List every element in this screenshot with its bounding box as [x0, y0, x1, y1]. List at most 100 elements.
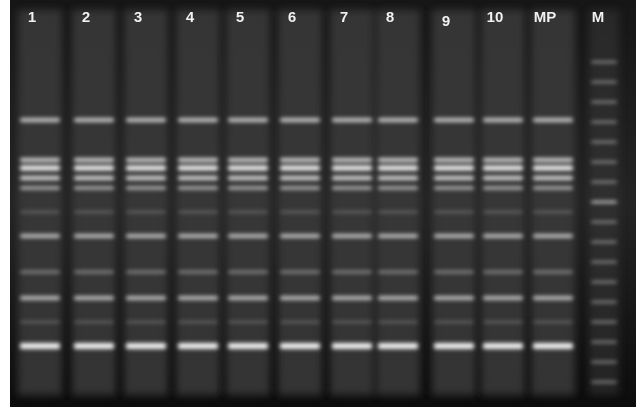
band — [228, 321, 268, 323]
band — [483, 343, 523, 349]
band — [332, 296, 372, 300]
lane-smear — [124, 10, 168, 395]
band — [591, 221, 617, 223]
band — [20, 321, 60, 323]
band — [483, 186, 523, 190]
band — [74, 270, 114, 274]
band — [434, 118, 474, 122]
band — [126, 165, 166, 171]
lane-smear — [278, 10, 322, 395]
lane-label: 6 — [288, 9, 296, 26]
band — [591, 281, 617, 283]
lane-smear — [376, 10, 420, 395]
lane-smear — [531, 10, 575, 395]
lanes — [18, 10, 619, 395]
band — [591, 321, 617, 323]
lane-smear — [176, 10, 220, 395]
band — [126, 176, 166, 180]
band — [178, 321, 218, 323]
band — [332, 165, 372, 171]
band — [591, 141, 617, 143]
lane-label: MP — [534, 9, 557, 26]
band — [483, 211, 523, 213]
band — [20, 186, 60, 190]
band — [228, 176, 268, 180]
band — [332, 270, 372, 274]
band — [591, 381, 617, 383]
band — [434, 176, 474, 180]
band — [434, 165, 474, 171]
band — [178, 343, 218, 349]
band — [434, 343, 474, 349]
lane-smear — [226, 10, 270, 395]
band — [280, 118, 320, 122]
band — [434, 296, 474, 300]
band — [228, 270, 268, 274]
lane-smear — [330, 10, 374, 395]
band — [378, 158, 418, 162]
band — [280, 321, 320, 323]
band — [280, 211, 320, 213]
band — [126, 270, 166, 274]
band — [533, 270, 573, 274]
band — [378, 321, 418, 323]
band — [434, 186, 474, 190]
band — [228, 296, 268, 300]
bands — [20, 61, 617, 383]
band — [533, 165, 573, 171]
band — [332, 176, 372, 180]
band — [591, 81, 617, 83]
lane-label: 7 — [340, 9, 348, 26]
band — [378, 270, 418, 274]
lane-label: 10 — [487, 9, 504, 26]
band — [332, 234, 372, 238]
band — [378, 296, 418, 300]
band — [533, 234, 573, 238]
band — [378, 234, 418, 238]
band — [591, 241, 617, 243]
band — [228, 234, 268, 238]
band — [332, 118, 372, 122]
band — [178, 158, 218, 162]
band — [74, 296, 114, 300]
band — [228, 343, 268, 349]
band — [332, 343, 372, 349]
band — [74, 165, 114, 171]
lane-label: 1 — [28, 9, 36, 26]
band — [378, 118, 418, 122]
band — [434, 270, 474, 274]
lane-smear — [18, 10, 62, 395]
band — [20, 234, 60, 238]
band — [591, 161, 617, 163]
band — [228, 186, 268, 190]
band — [178, 234, 218, 238]
band — [280, 165, 320, 171]
band — [591, 361, 617, 363]
band — [74, 158, 114, 162]
band — [483, 296, 523, 300]
lane-label: 2 — [82, 9, 90, 26]
band — [533, 118, 573, 122]
band — [483, 176, 523, 180]
band — [126, 211, 166, 213]
band — [126, 234, 166, 238]
band — [126, 118, 166, 122]
lane-smear — [481, 10, 525, 395]
lane-labels: 1 2 3 4 5 6 7 8 9 10 MP M — [28, 9, 604, 30]
band — [483, 165, 523, 171]
band — [533, 176, 573, 180]
band — [483, 118, 523, 122]
band — [74, 321, 114, 323]
band — [178, 186, 218, 190]
band — [126, 321, 166, 323]
band — [126, 158, 166, 162]
band — [483, 234, 523, 238]
band — [126, 296, 166, 300]
band — [533, 296, 573, 300]
band — [591, 121, 617, 123]
lane-smear — [72, 10, 116, 395]
band — [434, 321, 474, 323]
band — [332, 211, 372, 213]
